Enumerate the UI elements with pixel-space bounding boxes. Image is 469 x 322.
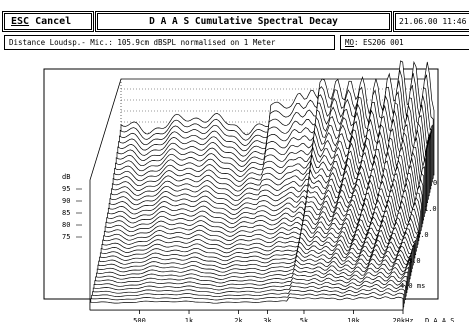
x-tick-label: 10k: [347, 317, 360, 322]
y-tick-label: 75: [62, 233, 70, 241]
mo-value-label: : ES206 001: [354, 38, 404, 47]
date-label: 21.06.00 11:46: [399, 17, 467, 26]
escape-key-label: ESC: [11, 16, 30, 27]
x-tick-label: 500: [133, 317, 146, 322]
date-field[interactable]: 21.06.00 11:46: [393, 11, 469, 32]
mo-field[interactable]: MO: ES206 001: [340, 35, 469, 50]
measurement-info-text: Distance Loudsp.- Mic.: 105.9cm dBSPL no…: [9, 38, 276, 47]
waterfall-slices: [89, 60, 435, 311]
window-title-bar: D A A S Cumulative Spectral Decay: [95, 11, 392, 32]
measurement-info-bar: Distance Loudsp.- Mic.: 105.9cm dBSPL no…: [4, 35, 335, 50]
mo-key-label: MO: [345, 38, 355, 47]
y-tick-label: 95: [62, 185, 70, 193]
time-tick-label: 4.0 ms: [400, 282, 425, 290]
y-tick-label: 80: [62, 221, 70, 229]
x-axis-brand: D A A S: [425, 317, 455, 322]
box-edge-left: [89, 78, 427, 310]
time-tick-label: 1.0: [424, 205, 437, 213]
y-axis-label: dB: [62, 173, 70, 181]
time-tick-label: 0: [433, 179, 437, 187]
y-tick-label: 85: [62, 209, 70, 217]
x-tick-label: 5k: [300, 317, 309, 322]
chart-labels: dB 95 90 85 80 75 500 1k 2k 3k 5k 10k 20kHz D A A S 0 1…: [62, 173, 455, 322]
time-tick-label: 2.0: [416, 231, 429, 239]
x-tick-label: 20kHz: [392, 317, 413, 322]
cancel-label: Cancel: [29, 16, 72, 27]
spectral-decay-chart: dB 95 90 85 80 75 500 1k 2k 3k 5k 10k 20kHz D A A S 0 1…: [43, 60, 455, 322]
decay-slice: [89, 296, 404, 311]
y-tick-label: 90: [62, 197, 70, 205]
escape-cancel-button[interactable]: ESC Cancel: [2, 11, 94, 32]
time-tick-label: 3.0: [408, 257, 421, 265]
x-tick-label: 3k: [263, 317, 272, 322]
x-tick-label: 1k: [185, 317, 194, 322]
window-title: D A A S Cumulative Spectral Decay: [149, 16, 338, 27]
x-tick-label: 2k: [234, 317, 243, 322]
